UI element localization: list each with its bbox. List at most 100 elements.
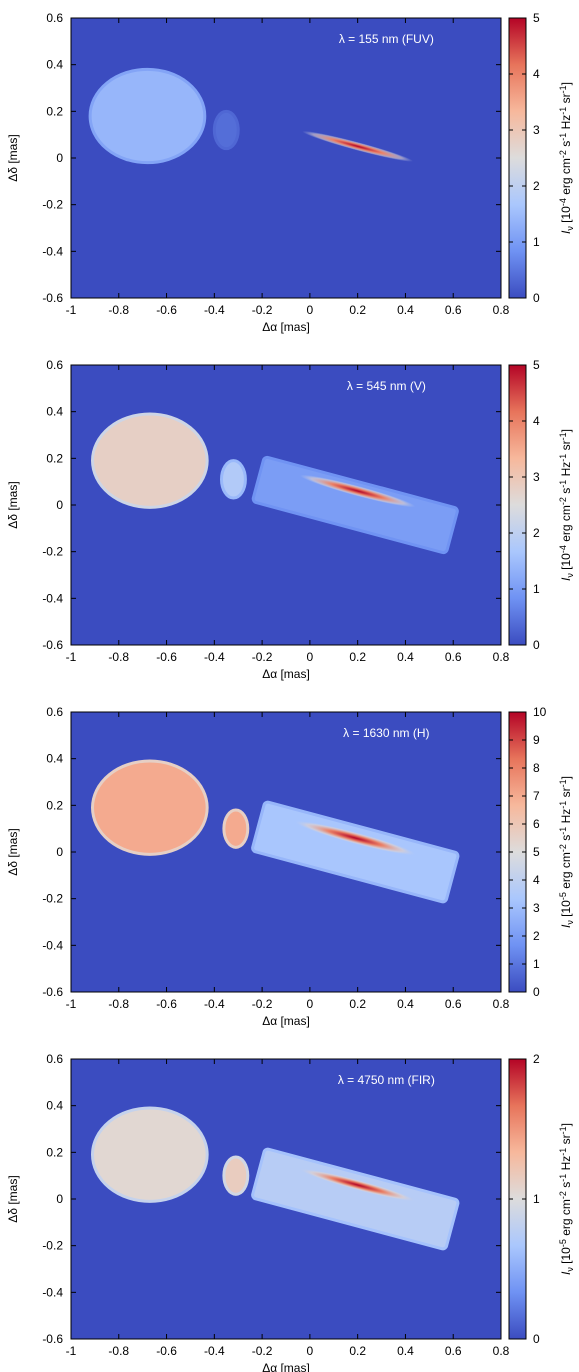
component-disk-hotspot (295, 820, 416, 856)
x-tick-label: 0.2 (349, 303, 366, 317)
x-tick-label: 0 (307, 997, 314, 1011)
colorbar-tick-label: 2 (533, 1052, 540, 1066)
x-tick-label: -1 (66, 650, 77, 664)
y-tick-label: 0.6 (46, 705, 63, 719)
colorbar-tick-label: 3 (533, 123, 540, 137)
panel-3: λ = 1630 nm (H) -1 -0.8 -0.6 -0.4 -0.2 0 0.2 0.4… (6, 705, 575, 1028)
x-tick-label: 0 (307, 303, 314, 317)
x-tick-label: -1 (66, 1344, 77, 1358)
colorbar-tick-label: 3 (533, 470, 540, 484)
x-tick-label: -1 (66, 303, 77, 317)
y-tick-label: 0.2 (46, 104, 63, 118)
y-tick-label: -0.4 (42, 591, 63, 605)
x-tick-label: 0.6 (445, 303, 462, 317)
colorbar-tick-label: 1 (533, 957, 540, 971)
x-tick-label: -0.2 (252, 303, 273, 317)
component-disk-hotspot (299, 1168, 416, 1202)
colorbar-tick-label: 2 (533, 526, 540, 540)
x-tick-label: -0.6 (156, 1344, 177, 1358)
y-tick-label: -0.4 (42, 1285, 63, 1299)
wavelength-annotation: λ = 1630 nm (H) (343, 726, 429, 740)
wavelength-annotation: λ = 155 nm (FUV) (339, 32, 434, 46)
colorbar-tick-label: 5 (533, 845, 540, 859)
colorbar-tick-label: 4 (533, 414, 540, 428)
wavelength-annotation: λ = 4750 nm (FIR) (338, 1073, 435, 1087)
colorbar-tick-label: 4 (533, 67, 540, 81)
y-tick-label: 0 (56, 498, 63, 512)
x-axis-label: Δα [mas] (262, 667, 310, 681)
x-tick-label: 0.4 (397, 997, 414, 1011)
x-tick-label: 0.6 (445, 997, 462, 1011)
y-tick-label: 0 (56, 151, 63, 165)
colorbar-tick-label: 1 (533, 235, 540, 249)
colorbar-tick-label: 1 (533, 1192, 540, 1206)
y-tick-label: 0.4 (46, 1099, 63, 1113)
panel-4: λ = 4750 nm (FIR) -1 -0.8 -0.6 -0.4 -0.2 0 0.2 0… (6, 1052, 575, 1372)
x-tick-label: -0.2 (252, 997, 273, 1011)
component-disk (251, 1147, 460, 1251)
colorbar-tick-label: 0 (533, 1332, 540, 1346)
x-tick-label: -0.8 (108, 303, 129, 317)
colorbar-tick-label: 9 (533, 733, 540, 747)
x-tick-label: 0.8 (493, 997, 510, 1011)
y-axis-label: Δδ [mas] (6, 1175, 20, 1222)
colorbar-tick-label: 6 (533, 817, 540, 831)
x-tick-label: 0.2 (349, 650, 366, 664)
wavelength-annotation: λ = 545 nm (V) (347, 379, 426, 393)
y-tick-label: -0.6 (42, 985, 63, 999)
y-tick-label: 0.2 (46, 798, 63, 812)
x-tick-label: 0.6 (445, 1344, 462, 1358)
y-tick-label: 0 (56, 845, 63, 859)
panel-2: λ = 545 nm (V) -1 -0.8 -0.6 -0.4 -0.2 0 0.2 0.4 0… (6, 358, 575, 681)
x-tick-label: 0.4 (397, 650, 414, 664)
x-tick-label: -0.8 (108, 650, 129, 664)
y-tick-label: -0.2 (42, 1239, 63, 1253)
y-tick-label: -0.2 (42, 892, 63, 906)
colorbar-tick-label: 0 (533, 638, 540, 652)
y-tick-label: -0.4 (42, 244, 63, 258)
x-tick-label: 0.8 (493, 650, 510, 664)
colorbar-label: Iν [10-5 erg cm-2 s-1 Hz-1 sr-1] (558, 776, 575, 928)
colorbar-tick-label: 3 (533, 901, 540, 915)
colorbar-tick-label: 2 (533, 929, 540, 943)
x-tick-label: -0.4 (204, 303, 225, 317)
component-star (91, 1106, 209, 1203)
x-tick-label: 0 (307, 1344, 314, 1358)
y-tick-label: -0.2 (42, 545, 63, 559)
colorbar-tick-label: 1 (533, 582, 540, 596)
y-tick-label: -0.2 (42, 198, 63, 212)
x-tick-label: -0.2 (252, 650, 273, 664)
x-tick-label: -0.2 (252, 1344, 273, 1358)
x-tick-label: -0.4 (204, 997, 225, 1011)
colorbar-tick-label: 10 (533, 705, 547, 719)
colorbar-tick-label: 5 (533, 11, 540, 25)
component-stream (212, 109, 240, 151)
panel-1: λ = 155 nm (FUV) -1 -0.8 -0.6 -0.4 -0.2 0 0.2 0.… (6, 11, 575, 334)
colorbar-tick-label: 4 (533, 873, 540, 887)
y-tick-label: 0.6 (46, 1052, 63, 1066)
colorbar-tick-label: 5 (533, 358, 540, 372)
colorbar (508, 17, 527, 299)
component-star (91, 759, 209, 856)
y-tick-label: 0.4 (46, 752, 63, 766)
x-tick-label: -1 (66, 997, 77, 1011)
x-tick-label: 0.8 (493, 303, 510, 317)
x-tick-label: -0.8 (108, 997, 129, 1011)
y-axis-label: Δδ [mas] (6, 828, 20, 875)
x-tick-label: -0.4 (204, 1344, 225, 1358)
component-disk-hotspot (299, 474, 416, 508)
y-tick-label: -0.6 (42, 291, 63, 305)
component-stream (220, 459, 247, 500)
colorbar (508, 364, 527, 646)
x-tick-label: -0.6 (156, 650, 177, 664)
colorbar-tick-label: 2 (533, 179, 540, 193)
x-tick-label: 0.6 (445, 650, 462, 664)
y-axis-label: Δδ [mas] (6, 134, 20, 181)
x-tick-label: 0.2 (349, 997, 366, 1011)
x-axis-label: Δα [mas] (262, 1014, 310, 1028)
y-tick-label: 0.2 (46, 451, 63, 465)
x-tick-label: 0.2 (349, 1344, 366, 1358)
component-star (91, 412, 209, 509)
y-axis-label: Δδ [mas] (6, 481, 20, 528)
